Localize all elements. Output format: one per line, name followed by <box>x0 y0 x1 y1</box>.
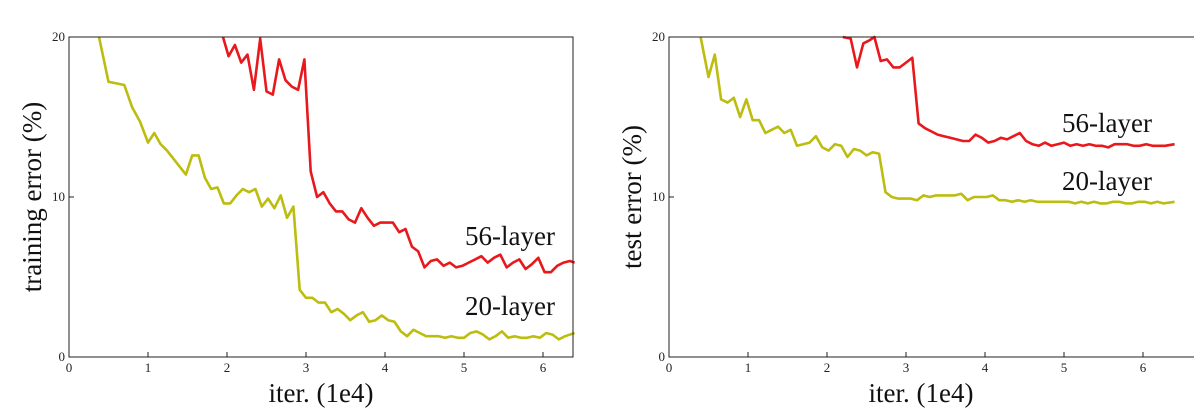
y-tick-label: 20 <box>52 29 65 44</box>
plot-area <box>699 35 1175 205</box>
y-tick-label: 0 <box>59 349 66 364</box>
x-tick-label: 0 <box>66 360 73 375</box>
y-tick-label: 20 <box>652 29 665 44</box>
y-tick-label: 10 <box>652 189 665 204</box>
x-tick-label: 3 <box>303 360 310 375</box>
x-tick-label: 1 <box>145 360 152 375</box>
series-line-20-layer <box>97 36 576 341</box>
series-line-56-layer <box>842 35 1175 149</box>
x-tick-label: 1 <box>745 360 752 375</box>
series-line-20-layer <box>699 36 1175 205</box>
axis-ticks: 0 1 2 3 4 5 6 0 10 20 <box>52 29 547 375</box>
x-tick-label: 6 <box>540 360 547 375</box>
x-tick-label: 6 <box>1140 360 1147 375</box>
y-axis-label: test error (%) <box>617 125 647 269</box>
series-label-20-layer: 20-layer <box>1062 166 1152 196</box>
x-tick-label: 4 <box>982 360 989 375</box>
x-tick-label: 0 <box>666 360 673 375</box>
series-label-56-layer: 56-layer <box>1062 108 1152 138</box>
plot-area <box>97 36 576 341</box>
x-axis-label: iter. (1e4) <box>269 378 374 408</box>
y-axis-label: training error (%) <box>17 102 47 292</box>
series-line-56-layer <box>221 36 576 274</box>
x-tick-label: 2 <box>224 360 231 375</box>
x-tick-label: 5 <box>461 360 468 375</box>
x-tick-label: 3 <box>903 360 910 375</box>
y-tick-label: 10 <box>52 189 65 204</box>
axis-ticks: 0 1 2 3 4 5 6 0 10 20 <box>652 29 1147 375</box>
x-axis-label: iter. (1e4) <box>869 378 974 408</box>
x-tick-label: 4 <box>382 360 389 375</box>
chart-training-error: 0 1 2 3 4 5 6 0 10 20 iter. (1e4) training error … <box>17 29 576 408</box>
series-label-20-layer: 20-layer <box>465 291 555 321</box>
series-label-56-layer: 56-layer <box>465 221 555 251</box>
x-tick-label: 5 <box>1061 360 1068 375</box>
y-tick-label: 0 <box>659 349 666 364</box>
x-tick-label: 2 <box>824 360 831 375</box>
